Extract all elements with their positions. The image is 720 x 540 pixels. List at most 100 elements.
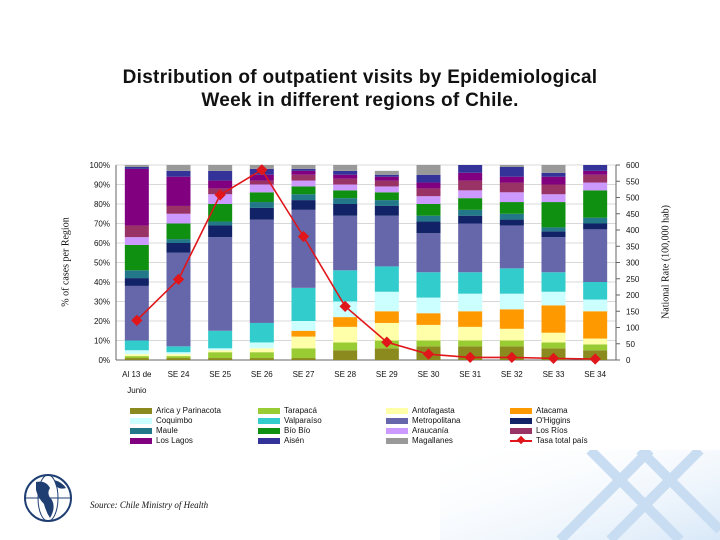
rate-line — [136, 168, 596, 360]
bar-segment — [249, 180, 274, 185]
bar-segment — [208, 350, 233, 353]
legend-swatch — [130, 438, 152, 444]
legend-swatch — [130, 428, 152, 434]
rate-point — [131, 314, 143, 327]
bar-segment — [499, 166, 524, 177]
bar-segment — [499, 268, 524, 294]
legend-swatch — [386, 428, 408, 434]
legend-label: Los Lagos — [156, 436, 193, 445]
bar-segment — [124, 358, 149, 360]
bar-segment — [541, 176, 566, 185]
bar-segment — [583, 182, 608, 191]
bar-segment — [374, 311, 399, 323]
bar-segment — [416, 165, 441, 175]
bar-segment — [583, 282, 608, 300]
bar-segment — [124, 165, 149, 167]
legend-label: Araucanía — [412, 426, 449, 435]
legend-label: Valparaíso — [284, 416, 322, 425]
bar-segment — [124, 166, 149, 169]
bar-segment — [499, 202, 524, 214]
bar-segment — [499, 328, 524, 341]
bar-segment — [291, 186, 316, 195]
bar-segment — [166, 243, 191, 253]
bar-segment — [499, 182, 524, 193]
source-note: Source: Chile Ministry of Health — [90, 500, 209, 510]
bar-segment — [166, 239, 191, 243]
rate-point — [339, 300, 351, 313]
bar-segment — [499, 293, 524, 310]
bar-segment — [333, 178, 358, 185]
bar-segment — [333, 190, 358, 199]
y-tick-label: 20% — [94, 317, 110, 326]
bar-segment — [124, 356, 149, 359]
rate-point — [464, 351, 476, 364]
bar-segment — [416, 204, 441, 216]
bar-segment — [333, 317, 358, 327]
bar-segment — [166, 213, 191, 224]
bar-segment — [583, 299, 608, 312]
bar-segment — [583, 190, 608, 218]
rate-point — [547, 352, 560, 365]
bar-segment — [541, 172, 566, 177]
bar-segment — [291, 170, 316, 175]
bar-segment — [541, 184, 566, 195]
bar-segment — [416, 221, 441, 234]
bar-segment — [374, 186, 399, 193]
bar-segment — [374, 192, 399, 201]
bar-segment — [208, 330, 233, 349]
bar-segment — [124, 354, 149, 357]
x-tick-label: SE 33 — [543, 370, 565, 379]
rate-point — [381, 336, 393, 348]
bar-segment — [208, 237, 233, 331]
y-tick-label: 30% — [94, 298, 110, 307]
bar-segment — [124, 270, 149, 279]
rate-point — [589, 353, 601, 365]
globe-logo — [22, 472, 74, 524]
bar-segment — [458, 215, 483, 224]
legend-label: Aisén — [284, 436, 305, 445]
rate-point — [297, 230, 310, 243]
bar-segment — [374, 176, 399, 181]
bar-segment — [249, 192, 274, 203]
bar-segment — [499, 340, 524, 347]
bar-segment — [249, 342, 274, 349]
bar-segment — [416, 182, 441, 189]
y2-tick-label: 550 — [626, 177, 640, 186]
bar-segment — [249, 174, 274, 181]
legend-label: Los Ríos — [536, 426, 568, 435]
bar-segment — [291, 194, 316, 201]
chart-legend: Arica y Parinacota Tarapacá Antofagasta Ata… — [130, 406, 650, 446]
y2-tick-label: 0 — [626, 356, 631, 365]
x-tick-label: Al 13 de — [122, 370, 152, 379]
bar-segment — [541, 202, 566, 228]
bar-segment — [458, 172, 483, 181]
x-tick-label: SE 32 — [501, 370, 523, 379]
decorative-pattern — [440, 450, 720, 540]
bar-segment — [458, 190, 483, 199]
bar-segment — [374, 215, 399, 267]
bar-segment — [249, 322, 274, 343]
bar-segment — [541, 272, 566, 292]
bar-segment — [333, 165, 358, 171]
bar-segment — [208, 358, 233, 360]
legend-label: Antofagasta — [412, 406, 455, 415]
bar-segment — [458, 198, 483, 210]
bar-segment — [291, 165, 316, 169]
bar-segment — [291, 358, 316, 360]
bar-segment — [166, 170, 191, 177]
legend-label: Maule — [156, 426, 178, 435]
legend-label: Metropolitana — [412, 416, 461, 425]
bar-segment — [249, 202, 274, 208]
y2-tick-label: 100 — [626, 324, 640, 333]
legend-swatch — [510, 408, 532, 414]
bar-segment — [333, 350, 358, 360]
bar-segment — [291, 287, 316, 321]
title-line-1: Distribution of outpatient visits by Epi… — [122, 67, 598, 88]
bar-segment — [374, 180, 399, 187]
bar-segment — [499, 309, 524, 329]
legend-swatch — [130, 408, 152, 414]
bar-segment — [333, 174, 358, 179]
y2-tick-label: 450 — [626, 210, 640, 219]
bar-segment — [458, 209, 483, 216]
rate-point — [214, 189, 226, 201]
